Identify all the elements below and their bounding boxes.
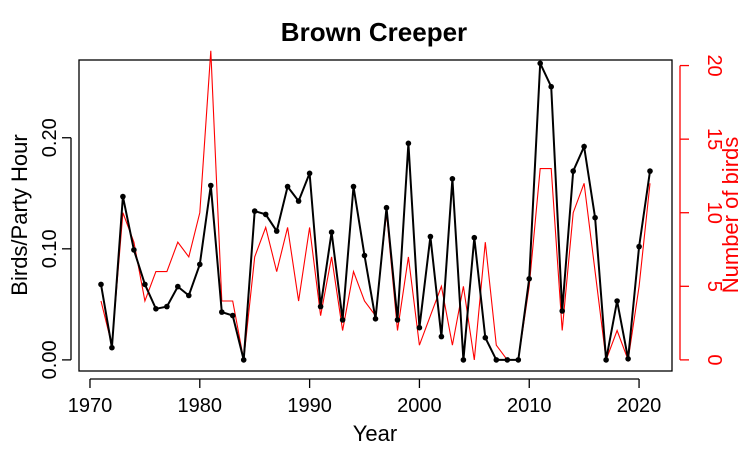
y-axis-left-label: Birds/Party Hour <box>7 134 32 295</box>
x-tick-label: 2000 <box>397 395 442 417</box>
series-birds-per-party-hour-point <box>482 334 489 341</box>
y-axis-right: 0 5 10 15 20 <box>679 54 725 365</box>
series-group <box>98 50 653 363</box>
series-birds-per-party-hour-point <box>449 176 456 182</box>
y-axis-left: 0.00 0.10 0.20 <box>39 118 72 379</box>
series-birds-per-party-hour-point <box>240 357 247 363</box>
series-birds-per-party-hour-point <box>416 324 423 331</box>
series-birds-per-party-hour-point <box>405 140 412 147</box>
series-birds-per-party-hour-point <box>328 229 335 235</box>
series-birds-per-party-hour-point <box>98 281 104 288</box>
series-birds-per-party-hour-point <box>306 170 313 177</box>
x-tick-label: 1980 <box>178 395 223 417</box>
series-birds-per-party-hour-point <box>251 208 258 214</box>
series-birds-per-party-hour-point <box>339 317 346 323</box>
series-birds-per-party-hour-point <box>537 60 543 67</box>
y-right-tick-label: 15 <box>703 128 725 150</box>
series-birds-per-party-hour-point <box>515 357 522 363</box>
y-right-tick-label: 0 <box>703 354 725 365</box>
x-axis: 1970 1980 1990 2000 2010 2020 <box>68 378 662 417</box>
y-left-tick-label: 0.20 <box>39 118 61 157</box>
y-right-tick-label: 10 <box>703 202 725 224</box>
series-birds-per-party-hour-point <box>295 198 302 204</box>
series-birds-per-party-hour-point <box>142 281 148 288</box>
chart-title: Brown Creeper <box>281 17 467 47</box>
x-tick-label: 2020 <box>617 395 662 417</box>
series-birds-per-party-hour-point <box>570 168 576 174</box>
series-birds-per-party-hour-point <box>438 333 445 340</box>
series-birds-per-party-hour-point <box>219 309 225 315</box>
series-birds-per-party-hour-point <box>197 261 203 268</box>
y-left-tick-label: 0.00 <box>39 340 61 379</box>
series-birds-per-party-hour-point <box>186 292 192 299</box>
series-birds-per-party-hour-point <box>372 316 379 322</box>
x-tick-label: 2010 <box>507 395 552 417</box>
y-right-tick-label: 20 <box>703 54 725 76</box>
y-right-tick-label: 5 <box>703 281 725 292</box>
series-birds-per-party-hour-point <box>493 357 500 363</box>
series-birds-per-party-hour-point <box>229 312 236 319</box>
series-birds-per-party-hour-point <box>526 276 532 282</box>
series-birds-per-party-hour-point <box>284 183 291 190</box>
plot-frame <box>78 59 673 372</box>
series-birds-per-party-hour-point <box>208 182 214 189</box>
series-birds-per-party-hour-point <box>471 234 478 241</box>
series-birds-per-party-hour-point <box>383 204 390 211</box>
series-birds-per-party-hour-point <box>460 357 467 363</box>
series-birds-per-party-hour-line <box>100 62 651 361</box>
series-birds-per-party-hour-point <box>647 168 653 174</box>
series-birds-per-party-hour-point <box>625 356 631 362</box>
series-birds-per-party-hour-point <box>394 317 401 323</box>
series-birds-per-party-hour-point <box>559 308 565 314</box>
series-birds-per-party-hour-point <box>164 303 170 310</box>
series-birds-per-party-hour-point <box>581 143 587 150</box>
series-birds-per-party-hour-point <box>636 243 642 250</box>
series-birds-per-party-hour-point <box>317 303 324 310</box>
series-birds-per-party-hour-point <box>175 283 181 290</box>
series-birds-per-party-hour-point <box>262 211 269 218</box>
series-birds-per-party-hour-point <box>361 252 368 259</box>
series-birds-per-party-hour-point <box>109 344 115 351</box>
x-tick-label: 1970 <box>68 395 113 417</box>
series-birds-per-party-hour-point <box>592 214 598 221</box>
series-birds-per-party-hour-point <box>350 183 357 190</box>
x-tick-label: 1990 <box>287 395 332 417</box>
x-axis-label: Year <box>353 421 397 446</box>
series-birds-per-party-hour-point <box>120 193 126 200</box>
series-birds-per-party-hour-point <box>273 228 280 234</box>
series-birds-per-party-hour-point <box>548 83 554 90</box>
series-birds-per-party-hour-point <box>131 247 137 253</box>
series-birds-per-party-hour-point <box>614 298 620 304</box>
series-birds-per-party-hour-point <box>603 357 609 363</box>
y-left-tick-label: 0.10 <box>39 229 61 268</box>
y-axis-right-label: Number of birds <box>718 137 743 294</box>
series-birds-per-party-hour-point <box>504 357 511 363</box>
series-birds-per-party-hour-point <box>427 233 434 240</box>
series-birds-per-party-hour-point <box>153 306 159 312</box>
